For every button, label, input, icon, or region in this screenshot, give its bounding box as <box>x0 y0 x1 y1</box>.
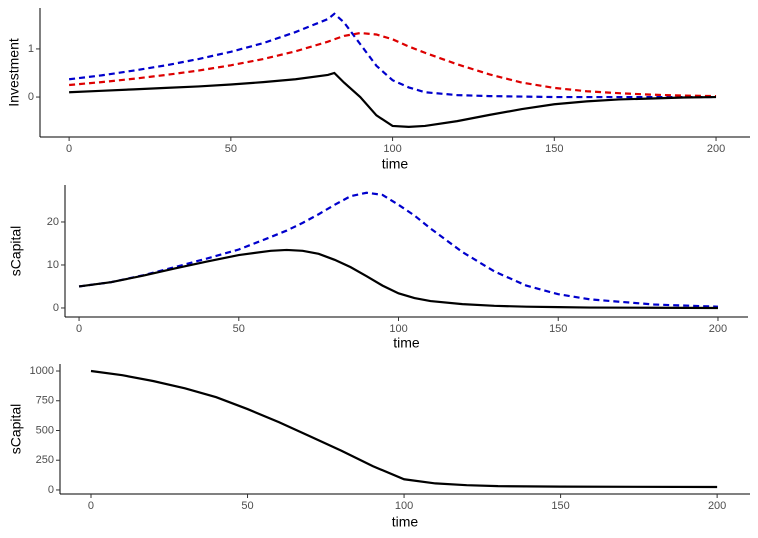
x-tick-label: 50 <box>241 500 253 512</box>
x-tick-label: 0 <box>76 323 82 335</box>
y-axis-title: Investment <box>6 38 22 107</box>
y-tick-label: 1000 <box>30 365 54 377</box>
x-tick-label: 0 <box>88 500 94 512</box>
y-tick-label: 0 <box>28 91 34 103</box>
x-axis-title: time <box>382 156 409 172</box>
series-line <box>78 248 718 310</box>
x-tick-label: 150 <box>545 143 563 155</box>
y-axis-title: sCapital <box>8 226 24 277</box>
x-tick-label: 100 <box>389 323 407 335</box>
x-tick-label: 200 <box>707 143 725 155</box>
series-line <box>68 12 717 99</box>
x-tick-label: 100 <box>395 500 413 512</box>
x-tick-label: 50 <box>225 143 237 155</box>
y-tick-label: 1 <box>28 43 34 55</box>
series-line <box>78 191 719 308</box>
y-tick-label: 10 <box>47 259 59 271</box>
y-tick-label: 500 <box>36 424 54 436</box>
y-axis-title: sCapital <box>8 404 24 455</box>
series-line <box>90 369 718 489</box>
series-line <box>69 71 717 128</box>
y-tick-label: 750 <box>36 395 54 407</box>
x-axis-title: time <box>392 514 419 530</box>
x-axis-title: time <box>393 335 420 351</box>
x-tick-label: 150 <box>549 323 567 335</box>
x-tick-label: 200 <box>708 500 726 512</box>
series-line <box>69 31 717 98</box>
y-tick-label: 20 <box>47 216 59 228</box>
x-tick-label: 200 <box>709 323 727 335</box>
y-tick-label: 0 <box>53 302 59 314</box>
y-tick-label: 250 <box>36 454 54 466</box>
x-tick-label: 150 <box>551 500 569 512</box>
y-tick-label: 0 <box>48 484 54 496</box>
x-tick-label: 100 <box>383 143 401 155</box>
x-tick-label: 50 <box>233 323 245 335</box>
x-tick-label: 0 <box>66 143 72 155</box>
